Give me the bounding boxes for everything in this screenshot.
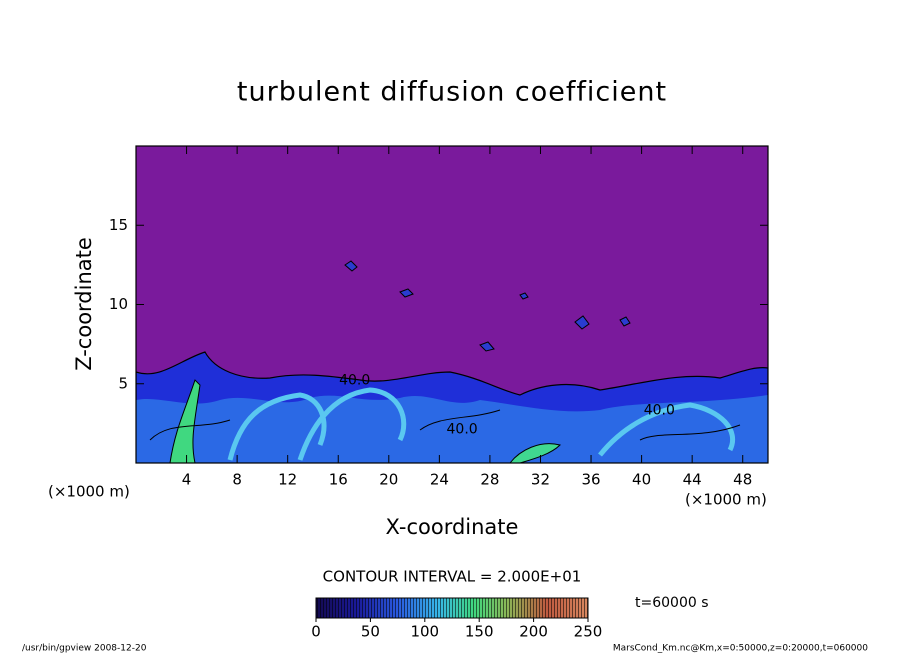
contour-label: 40.0 bbox=[339, 373, 370, 389]
y-tick-label: 10 bbox=[109, 295, 128, 313]
colorbar-frame bbox=[315, 597, 589, 619]
y-axis-title: Z-coordinate bbox=[72, 237, 96, 371]
colorbar-tick-label: 100 bbox=[410, 623, 439, 641]
x-tick-label: 36 bbox=[581, 471, 600, 489]
x-tick-label: 12 bbox=[278, 471, 297, 489]
x-tick-label: 24 bbox=[430, 471, 449, 489]
y-tick-label: 15 bbox=[109, 216, 128, 234]
x-tick-label: 44 bbox=[683, 471, 702, 489]
streak bbox=[598, 402, 736, 457]
streak bbox=[297, 387, 407, 461]
colorbar-tick-label: 200 bbox=[519, 623, 548, 641]
colorbar-tick-label: 250 bbox=[574, 623, 603, 641]
eddy bbox=[344, 260, 631, 352]
colorbar-tick-label: 0 bbox=[311, 623, 321, 641]
x-tick-label: 20 bbox=[379, 471, 398, 489]
streak bbox=[509, 443, 561, 463]
y-tick-label: 5 bbox=[118, 374, 128, 392]
x-unit-right: (×1000 m) bbox=[685, 491, 767, 509]
contour-line bbox=[149, 409, 741, 441]
x-tick-label: 16 bbox=[329, 471, 348, 489]
time-label: t=60000 s bbox=[635, 595, 709, 611]
colorbar-tick-label: 50 bbox=[361, 623, 380, 641]
x-unit-left: (×1000 m) bbox=[48, 483, 130, 501]
x-axis-title: X-coordinate bbox=[386, 515, 519, 539]
streak bbox=[169, 379, 201, 463]
chart-title: turbulent diffusion coefficient bbox=[237, 77, 667, 108]
x-tick-label: 4 bbox=[182, 471, 192, 489]
x-tick-label: 32 bbox=[531, 471, 550, 489]
contour-label: 40.0 bbox=[644, 403, 675, 419]
x-tick-label: 28 bbox=[480, 471, 499, 489]
footer-left: /usr/bin/gpview 2008-12-20 bbox=[22, 644, 147, 654]
contour-label: 40.0 bbox=[447, 422, 478, 438]
x-tick-label: 40 bbox=[632, 471, 651, 489]
contour-field bbox=[136, 146, 768, 463]
contour-interval: CONTOUR INTERVAL = 2.000E+01 bbox=[323, 568, 582, 586]
colorbar-tick-label: 150 bbox=[465, 623, 494, 641]
x-tick-label: 8 bbox=[232, 471, 242, 489]
streak bbox=[227, 392, 327, 461]
footer-right: MarsCond_Km.nc@Km,x=0:50000,z=0:20000,t=… bbox=[613, 644, 868, 654]
x-tick-label: 48 bbox=[733, 471, 752, 489]
